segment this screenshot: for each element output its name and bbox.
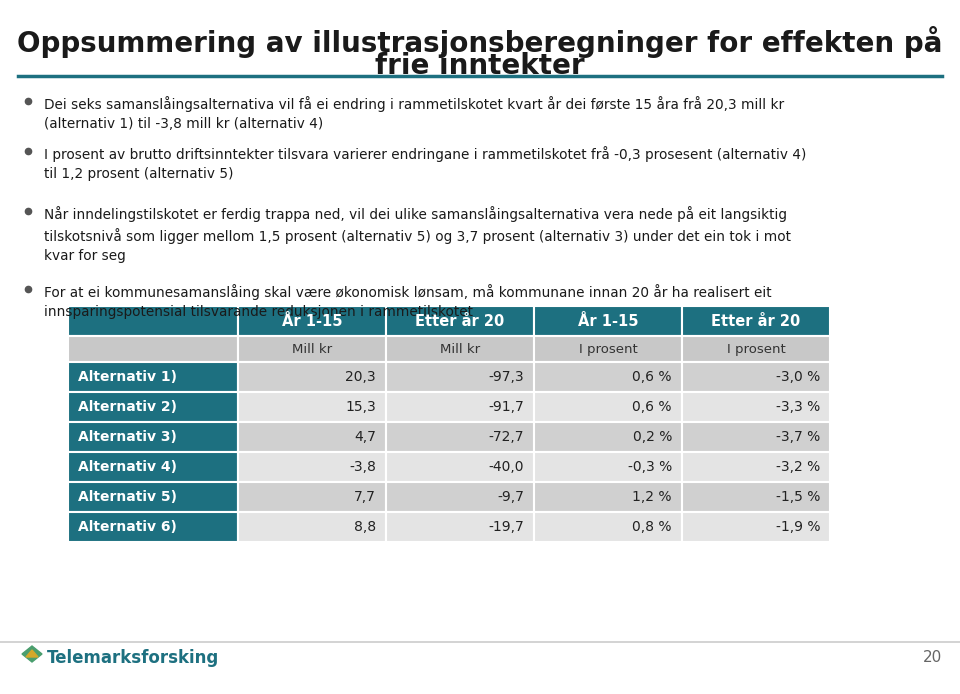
Polygon shape bbox=[22, 646, 42, 662]
Text: 0,2 %: 0,2 % bbox=[633, 430, 672, 444]
Text: -3,3 %: -3,3 % bbox=[776, 400, 820, 414]
Bar bbox=[238, 306, 386, 336]
Text: Alternativ 3): Alternativ 3) bbox=[78, 430, 177, 444]
Text: 20: 20 bbox=[923, 650, 942, 666]
Bar bbox=[68, 482, 238, 512]
Text: -9,7: -9,7 bbox=[497, 490, 524, 504]
Text: Alternativ 4): Alternativ 4) bbox=[78, 460, 177, 474]
Bar bbox=[386, 452, 534, 482]
Bar bbox=[534, 422, 682, 452]
Polygon shape bbox=[26, 650, 38, 657]
Text: 8,8: 8,8 bbox=[354, 520, 376, 534]
Bar bbox=[68, 392, 238, 422]
Text: -3,2 %: -3,2 % bbox=[776, 460, 820, 474]
Text: Mill kr: Mill kr bbox=[440, 343, 480, 355]
Text: 0,6 %: 0,6 % bbox=[633, 400, 672, 414]
Text: 1,2 %: 1,2 % bbox=[633, 490, 672, 504]
Text: frie inntekter: frie inntekter bbox=[375, 52, 585, 80]
Bar bbox=[238, 452, 386, 482]
Bar bbox=[682, 452, 830, 482]
Bar bbox=[534, 306, 682, 336]
Text: -19,7: -19,7 bbox=[489, 520, 524, 534]
Bar bbox=[68, 452, 238, 482]
Bar bbox=[682, 336, 830, 362]
Text: Alternativ 5): Alternativ 5) bbox=[78, 490, 177, 504]
Text: Dei seks samanslåingsalternativa vil få ei endring i rammetilskotet kvart år dei: Dei seks samanslåingsalternativa vil få … bbox=[44, 96, 784, 131]
Text: Etter år 20: Etter år 20 bbox=[711, 314, 801, 328]
Bar bbox=[386, 482, 534, 512]
Bar bbox=[68, 362, 238, 392]
Bar bbox=[68, 336, 238, 362]
Text: Når inndelingstilskotet er ferdig trappa ned, vil dei ulike samanslåingsalternat: Når inndelingstilskotet er ferdig trappa… bbox=[44, 206, 791, 263]
Text: Oppsummering av illustrasjonsberegninger for effekten på: Oppsummering av illustrasjonsberegninger… bbox=[17, 26, 943, 58]
Text: 20,3: 20,3 bbox=[346, 370, 376, 384]
Text: -72,7: -72,7 bbox=[489, 430, 524, 444]
Bar bbox=[238, 336, 386, 362]
Bar bbox=[534, 512, 682, 542]
Bar bbox=[386, 362, 534, 392]
Bar bbox=[534, 362, 682, 392]
Bar bbox=[682, 422, 830, 452]
Text: -40,0: -40,0 bbox=[489, 460, 524, 474]
Text: Telemarksforsking: Telemarksforsking bbox=[47, 649, 219, 667]
Text: 0,8 %: 0,8 % bbox=[633, 520, 672, 534]
Bar bbox=[386, 512, 534, 542]
Bar bbox=[534, 452, 682, 482]
Text: 0,6 %: 0,6 % bbox=[633, 370, 672, 384]
Bar bbox=[682, 482, 830, 512]
Bar bbox=[682, 392, 830, 422]
Text: 15,3: 15,3 bbox=[346, 400, 376, 414]
Bar bbox=[238, 422, 386, 452]
Text: -97,3: -97,3 bbox=[489, 370, 524, 384]
Text: -3,8: -3,8 bbox=[349, 460, 376, 474]
Text: Alternativ 2): Alternativ 2) bbox=[78, 400, 177, 414]
Text: I prosent av brutto driftsinntekter tilsvara varierer endringane i rammetilskote: I prosent av brutto driftsinntekter tils… bbox=[44, 146, 806, 181]
Text: Alternativ 6): Alternativ 6) bbox=[78, 520, 177, 534]
Text: -0,3 %: -0,3 % bbox=[628, 460, 672, 474]
Bar bbox=[238, 512, 386, 542]
Text: -3,7 %: -3,7 % bbox=[776, 430, 820, 444]
Bar bbox=[68, 422, 238, 452]
Text: Etter år 20: Etter år 20 bbox=[416, 314, 505, 328]
Text: -91,7: -91,7 bbox=[489, 400, 524, 414]
Text: År 1-15: År 1-15 bbox=[281, 314, 343, 328]
Text: Mill kr: Mill kr bbox=[292, 343, 332, 355]
Text: -1,9 %: -1,9 % bbox=[776, 520, 820, 534]
Bar bbox=[238, 482, 386, 512]
Bar bbox=[386, 306, 534, 336]
Text: Alternativ 1): Alternativ 1) bbox=[78, 370, 177, 384]
Text: -1,5 %: -1,5 % bbox=[776, 490, 820, 504]
Bar bbox=[534, 336, 682, 362]
Text: For at ei kommunesamanslåing skal være økonomisk lønsam, må kommunane innan 20 å: For at ei kommunesamanslåing skal være ø… bbox=[44, 284, 772, 319]
Text: År 1-15: År 1-15 bbox=[578, 314, 638, 328]
Bar bbox=[68, 512, 238, 542]
Bar bbox=[534, 482, 682, 512]
Bar bbox=[534, 392, 682, 422]
Bar bbox=[386, 422, 534, 452]
Bar bbox=[682, 512, 830, 542]
Text: I prosent: I prosent bbox=[579, 343, 637, 355]
Bar bbox=[238, 362, 386, 392]
Bar bbox=[386, 336, 534, 362]
Bar bbox=[682, 362, 830, 392]
Bar bbox=[238, 392, 386, 422]
Text: I prosent: I prosent bbox=[727, 343, 785, 355]
Bar bbox=[386, 392, 534, 422]
Text: 4,7: 4,7 bbox=[354, 430, 376, 444]
Bar bbox=[682, 306, 830, 336]
Text: 7,7: 7,7 bbox=[354, 490, 376, 504]
Text: -3,0 %: -3,0 % bbox=[776, 370, 820, 384]
Bar bbox=[68, 306, 238, 336]
